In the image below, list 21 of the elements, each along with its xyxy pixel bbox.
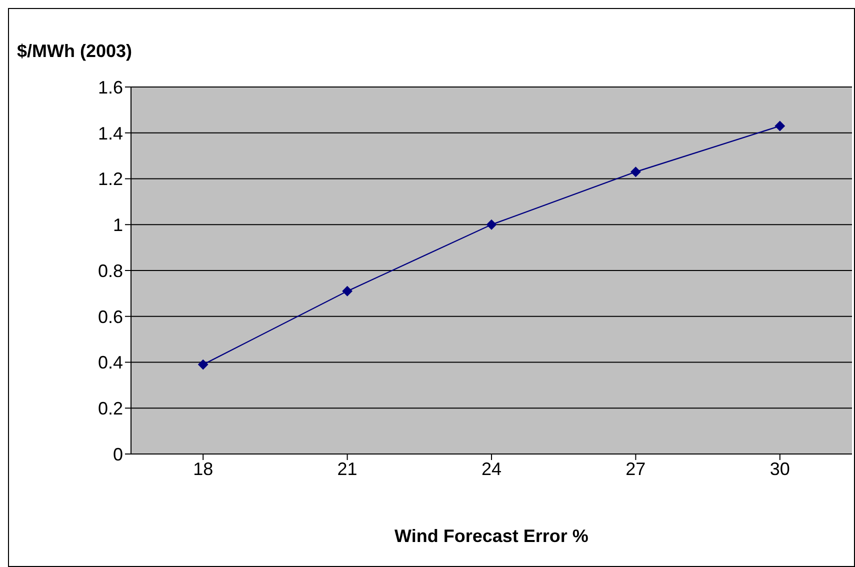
x-tick-label: 30 [770,458,790,479]
x-tick-label: 24 [481,458,502,479]
y-tick-label: 0.2 [98,398,123,419]
point [486,220,496,230]
y-tick-label: 1.4 [98,123,123,144]
y-axis-title: $/MWh (2003) [17,41,132,62]
x-axis-title: Wind Forecast Error % [394,526,588,546]
point [774,120,785,131]
y-tick-label: 1.6 [98,77,123,98]
y-tick-label: 1 [112,215,123,236]
y-tick-label: 0 [112,444,123,464]
x-tick-label: 18 [193,458,214,479]
y-tick-label: 1.2 [98,169,123,190]
x-tick-label: 21 [337,458,358,479]
y-tick-label: 0.8 [98,260,123,281]
y-tick-label: 0.4 [98,352,123,373]
x-tick-label: 27 [626,458,646,479]
point [342,286,352,296]
point [198,360,208,370]
y-tick-label: 0.6 [98,306,123,327]
point [630,166,641,177]
